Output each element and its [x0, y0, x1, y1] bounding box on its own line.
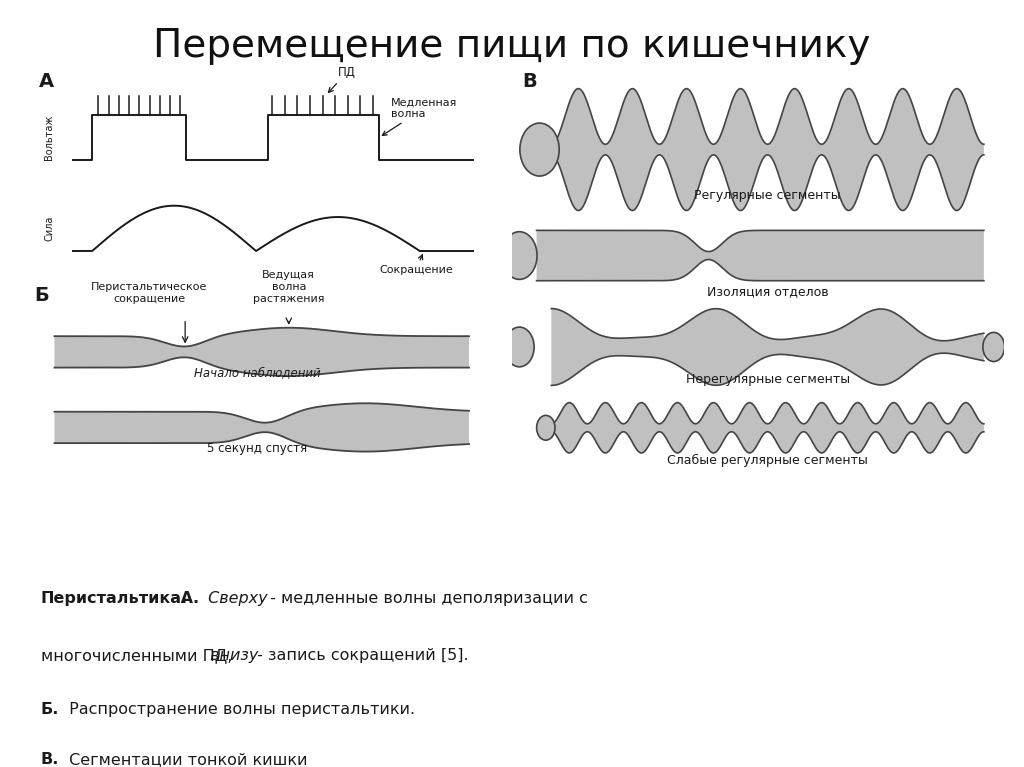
- Text: А.: А.: [175, 591, 199, 606]
- Text: Слабые регулярные сегменты: Слабые регулярные сегменты: [668, 454, 868, 467]
- Text: Перемещение пищи по кишечнику: Перемещение пищи по кишечнику: [154, 27, 870, 65]
- Text: Сегментации тонкой кишки: Сегментации тонкой кишки: [63, 752, 307, 767]
- Text: Перистальтика.: Перистальтика.: [41, 591, 188, 606]
- Text: Сокращение: Сокращение: [379, 255, 453, 275]
- Circle shape: [502, 232, 537, 279]
- Text: Вольтаж: Вольтаж: [44, 115, 54, 160]
- Polygon shape: [551, 308, 984, 385]
- Text: ПД: ПД: [329, 66, 356, 93]
- Text: Б.: Б.: [41, 702, 59, 717]
- Text: Медленная
волна: Медленная волна: [382, 97, 458, 136]
- Polygon shape: [54, 403, 469, 452]
- Text: Б: Б: [34, 285, 49, 304]
- Text: Нерегулярные сегменты: Нерегулярные сегменты: [685, 374, 850, 387]
- Text: А: А: [39, 72, 54, 91]
- Polygon shape: [537, 230, 984, 281]
- Text: В: В: [522, 71, 537, 91]
- Circle shape: [505, 327, 535, 367]
- Polygon shape: [551, 403, 984, 453]
- Text: Начало наблюдений: Начало наблюдений: [194, 366, 321, 379]
- Text: Сверху: Сверху: [203, 591, 267, 606]
- Text: Распространение волны перистальтики.: Распространение волны перистальтики.: [63, 702, 415, 717]
- Polygon shape: [54, 328, 469, 376]
- Circle shape: [983, 332, 1005, 361]
- Circle shape: [520, 123, 559, 176]
- Text: Сила: Сила: [44, 216, 54, 241]
- Text: В.: В.: [41, 752, 59, 767]
- Text: 5 секунд спустя: 5 секунд спустя: [207, 442, 307, 455]
- Text: - медленные волны деполяризации с: - медленные волны деполяризации с: [265, 591, 588, 606]
- Polygon shape: [551, 89, 984, 210]
- Circle shape: [537, 416, 555, 440]
- Text: Перистальтическое
сокращение: Перистальтическое сокращение: [91, 282, 207, 304]
- Text: - запись сокращений [5].: - запись сокращений [5].: [252, 648, 469, 663]
- Text: Изоляция отделов: Изоляция отделов: [707, 285, 828, 298]
- Text: Регулярные сегменты: Регулярные сегменты: [694, 189, 841, 202]
- Text: внизу: внизу: [205, 648, 258, 663]
- Text: Ведущая
волна
растяжения: Ведущая волна растяжения: [253, 270, 325, 304]
- Text: многочисленными ПД,: многочисленными ПД,: [41, 648, 232, 663]
